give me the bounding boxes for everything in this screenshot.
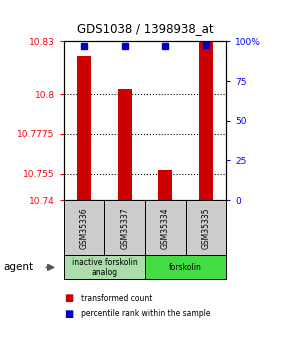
Text: GSM35336: GSM35336 — [79, 207, 89, 248]
Text: percentile rank within the sample: percentile rank within the sample — [81, 309, 211, 318]
Bar — [118, 89, 132, 200]
Text: GSM35334: GSM35334 — [161, 207, 170, 248]
Bar — [145, 200, 186, 255]
Text: forskolin: forskolin — [169, 263, 202, 272]
Text: ■: ■ — [64, 294, 73, 303]
Bar — [186, 200, 226, 255]
Bar — [158, 170, 173, 200]
Bar — [145, 255, 226, 279]
Text: GSM35335: GSM35335 — [201, 207, 211, 248]
Bar — [64, 200, 104, 255]
Bar — [64, 255, 145, 279]
Text: inactive forskolin
analog: inactive forskolin analog — [72, 258, 137, 277]
Text: agent: agent — [3, 263, 33, 272]
Text: transformed count: transformed count — [81, 294, 153, 303]
Text: ■: ■ — [64, 309, 73, 319]
Text: GDS1038 / 1398938_at: GDS1038 / 1398938_at — [77, 22, 213, 36]
Text: GSM35337: GSM35337 — [120, 207, 129, 248]
Bar — [104, 200, 145, 255]
Bar — [77, 56, 91, 200]
Bar — [199, 41, 213, 200]
